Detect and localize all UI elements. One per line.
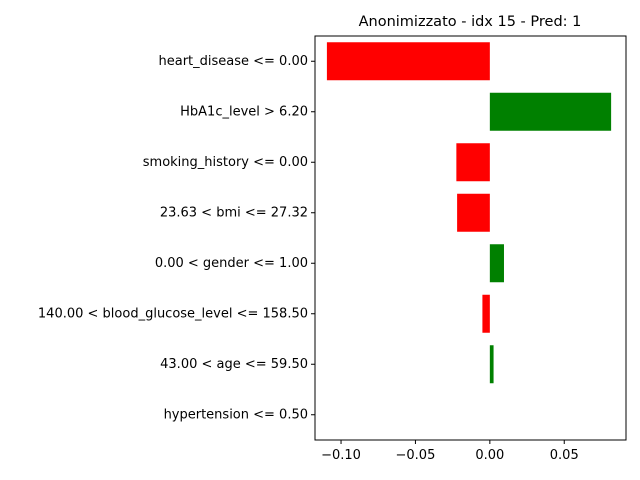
y-tick-label: 43.00 < age <= 59.50: [160, 357, 308, 372]
bar: [489, 92, 612, 131]
chart-title: Anonimizzato - idx 15 - Pred: 1: [359, 14, 582, 30]
y-tick-label: 23.63 < bmi <= 27.32: [160, 205, 308, 220]
bar: [482, 294, 490, 333]
y-tick-label: hypertension <= 0.50: [164, 407, 308, 422]
bar: [456, 143, 490, 182]
bar: [489, 345, 494, 384]
y-tick-label: HbA1c_level > 6.20: [180, 104, 308, 119]
y-tick-label: smoking_history <= 0.00: [143, 155, 308, 170]
y-tick-label: 140.00 < blood_glucose_level <= 158.50: [38, 306, 308, 321]
bar: [489, 244, 504, 283]
x-tick-label: −0.10: [321, 448, 361, 463]
axes-frame: [314, 35, 627, 441]
bars-group: [326, 42, 612, 384]
y-tick-label: heart_disease <= 0.00: [158, 54, 308, 69]
x-tick-label: 0.05: [550, 448, 579, 463]
y-axis-ticks: heart_disease <= 0.00 HbA1c_level > 6.20 s…: [38, 54, 315, 422]
x-tick-label: −0.05: [396, 448, 436, 463]
bar: [326, 42, 490, 81]
x-axis-ticks: −0.10 −0.05 0.00 0.05: [321, 440, 579, 463]
y-tick-label: 0.00 < gender <= 1.00: [155, 256, 308, 271]
x-tick-label: 0.00: [475, 448, 504, 463]
bar: [457, 193, 490, 232]
